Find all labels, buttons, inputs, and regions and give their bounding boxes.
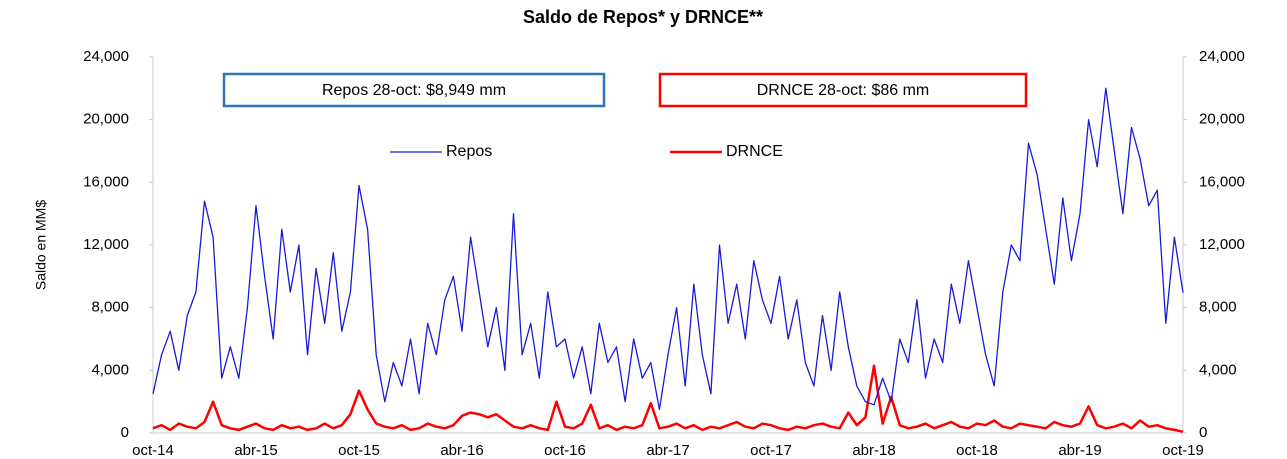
y-axis-label: Saldo en MM$	[33, 200, 49, 290]
y2-tick-label: 20,000	[1199, 111, 1245, 128]
y-tick-label: 4,000	[91, 361, 129, 378]
y-tick-label: 0	[121, 424, 129, 441]
y-tick-label: 24,000	[83, 48, 129, 65]
y2-tick-label: 12,000	[1199, 236, 1245, 253]
x-tick-label: oct-15	[338, 442, 380, 459]
x-tick-label: abr-16	[440, 442, 483, 459]
chart-title: Saldo de Repos* y DRNCE**	[523, 7, 763, 27]
y2-tick-label: 4,000	[1199, 361, 1237, 378]
y2-tick-label: 16,000	[1199, 173, 1245, 190]
y-tick-label: 8,000	[91, 299, 129, 316]
x-tick-label: abr-17	[646, 442, 689, 459]
x-tick-label: abr-15	[234, 442, 277, 459]
series-line	[152, 87, 1184, 411]
x-tick-label: oct-16	[544, 442, 586, 459]
x-tick-label: oct-17	[750, 442, 792, 459]
y-tick-label: 16,000	[83, 173, 129, 190]
x-tick-label: oct-19	[1162, 442, 1204, 459]
y2-tick-label: 24,000	[1199, 48, 1245, 65]
annotation-text: DRNCE 28-oct: $86 mm	[757, 82, 930, 99]
annotation-box	[222, 72, 606, 108]
legend-label: Repos	[446, 143, 492, 160]
annotation-box	[658, 72, 1028, 108]
annotation-text: Repos 28-oct: $8,949 mm	[322, 82, 506, 99]
y2-tick-label: 0	[1199, 424, 1207, 441]
x-tick-label: abr-18	[852, 442, 895, 459]
series-line	[152, 364, 1184, 433]
legend-label: DRNCE	[726, 143, 783, 160]
x-tick-label: oct-18	[956, 442, 998, 459]
y-tick-label: 20,000	[83, 111, 129, 128]
x-tick-label: abr-19	[1058, 442, 1101, 459]
y2-tick-label: 8,000	[1199, 299, 1237, 316]
x-tick-label: oct-14	[132, 442, 174, 459]
y-tick-label: 12,000	[83, 236, 129, 253]
